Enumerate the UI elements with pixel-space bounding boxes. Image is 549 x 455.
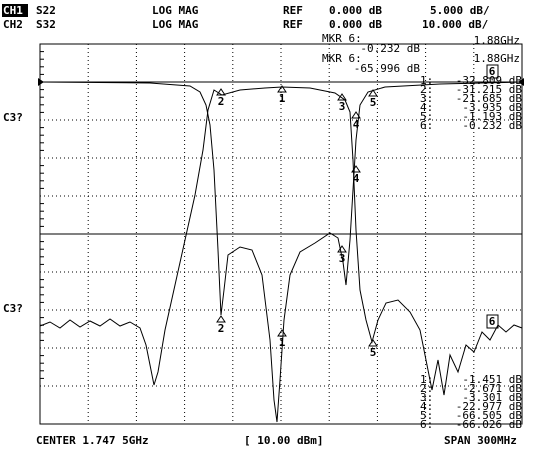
table-value: -0.232 dB xyxy=(462,119,522,132)
marker-triangle xyxy=(216,88,226,96)
table-n: 5: xyxy=(420,110,433,123)
table-value: -21.685 dB xyxy=(456,92,523,105)
marker-number: 3 xyxy=(339,252,346,265)
param: S32 xyxy=(36,18,56,31)
marker-number: 3 xyxy=(339,100,346,113)
table-value: -22.977 dB xyxy=(456,400,523,413)
table-value: -3.935 dB xyxy=(462,101,522,114)
scale: 10.000 dB/ xyxy=(422,18,489,31)
table-value: -32.809 dB xyxy=(456,74,523,87)
marker-value: -0.232 dB xyxy=(360,42,420,55)
active-channel-box xyxy=(2,4,28,17)
channel: CH1 xyxy=(3,4,23,17)
marker-label: MKR 6: xyxy=(322,52,362,65)
marker-number: 2 xyxy=(218,322,225,335)
table-value: -2.671 dB xyxy=(462,382,522,395)
ref: 0.000 dB xyxy=(329,4,382,17)
marker-box xyxy=(486,64,499,79)
trace-s32 xyxy=(39,86,523,396)
marker-label: MKR 6: xyxy=(322,32,362,45)
table-value: -3.301 dB xyxy=(462,391,522,404)
footer-center: CENTER 1.747 5GHz xyxy=(36,434,149,447)
table-n: 1: xyxy=(420,74,433,87)
channel: CH2 xyxy=(3,18,23,31)
marker-number: 6 xyxy=(489,65,496,78)
format: LOG MAG xyxy=(152,18,199,31)
table-n: 1: xyxy=(420,373,433,386)
scale: 5.000 dB/ xyxy=(430,4,490,17)
param: S22 xyxy=(36,4,56,17)
channel-label: C3? xyxy=(3,302,23,315)
table-n: 6: xyxy=(420,418,433,431)
marker-freq: 1.88GHz xyxy=(474,52,520,65)
marker-value: -65.996 dB xyxy=(354,62,421,75)
marker-triangle xyxy=(368,339,378,347)
marker-triangle xyxy=(337,245,347,253)
marker-number: 4 xyxy=(353,118,360,131)
channel-label: C3? xyxy=(3,111,23,124)
marker-triangle xyxy=(277,85,287,93)
ref: 0.000 dB xyxy=(329,18,382,31)
marker-number: 5 xyxy=(370,96,377,109)
table-n: 2: xyxy=(420,83,433,96)
ref-label: REF xyxy=(283,18,303,31)
marker-triangle xyxy=(351,111,361,119)
marker-box xyxy=(486,314,499,329)
ref-label: REF xyxy=(283,4,303,17)
ref-arrow xyxy=(38,78,44,86)
table-n: 6: xyxy=(420,119,433,132)
marker-number: 1 xyxy=(279,336,286,349)
marker-number: 2 xyxy=(218,95,225,108)
marker-number: 6 xyxy=(489,315,496,328)
marker-triangle xyxy=(277,329,287,337)
trace-s22 xyxy=(39,81,523,423)
marker-triangle xyxy=(351,165,361,173)
footer-span: SPAN 300MHz xyxy=(444,434,517,447)
footer-power: [ 10.00 dBm] xyxy=(244,434,323,447)
marker-number: 5 xyxy=(370,346,377,359)
table-n: 3: xyxy=(420,391,433,404)
format: LOG MAG xyxy=(152,4,199,17)
marker-triangle xyxy=(337,93,347,101)
graticule-frame xyxy=(39,43,523,425)
table-n: 5: xyxy=(420,409,433,422)
marker-triangle xyxy=(368,89,378,97)
marker-number: 4 xyxy=(353,172,360,185)
marker-triangle xyxy=(216,315,226,323)
table-n: 2: xyxy=(420,382,433,395)
table-n: 4: xyxy=(420,400,433,413)
marker-number: 1 xyxy=(279,92,286,105)
table-n: 4: xyxy=(420,101,433,114)
ref-arrow xyxy=(518,78,524,86)
table-value: -1.193 dB xyxy=(462,110,522,123)
marker-freq: 1.88GHz xyxy=(474,34,520,47)
table-value: -31.215 dB xyxy=(456,83,523,96)
table-value: -66.505 dB xyxy=(456,409,523,422)
table-value: -66.026 dB xyxy=(456,418,523,431)
table-value: -1.451 dB xyxy=(462,373,522,386)
table-n: 3: xyxy=(420,92,433,105)
